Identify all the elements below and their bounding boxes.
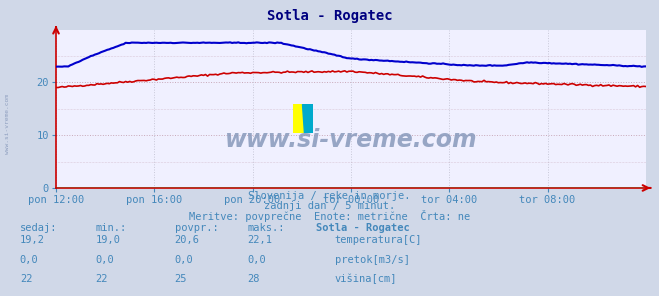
Text: višina[cm]: višina[cm]: [335, 274, 397, 284]
Text: Meritve: povprečne  Enote: metrične  Črta: ne: Meritve: povprečne Enote: metrične Črta:…: [189, 210, 470, 223]
Text: temperatura[C]: temperatura[C]: [335, 235, 422, 245]
Text: 0,0: 0,0: [247, 255, 266, 265]
Text: Sotla - Rogatec: Sotla - Rogatec: [267, 9, 392, 23]
Text: maks.:: maks.:: [247, 223, 285, 234]
Text: www.si-vreme.com: www.si-vreme.com: [5, 94, 11, 154]
Text: 22: 22: [96, 274, 108, 284]
Text: zadnji dan / 5 minut.: zadnji dan / 5 minut.: [264, 201, 395, 211]
Text: 0,0: 0,0: [96, 255, 114, 265]
Text: sedaj:: sedaj:: [20, 223, 57, 234]
Text: www.si-vreme.com: www.si-vreme.com: [225, 128, 477, 152]
Text: 22,1: 22,1: [247, 235, 272, 245]
Text: pretok[m3/s]: pretok[m3/s]: [335, 255, 410, 265]
Polygon shape: [302, 104, 313, 133]
Text: 20,6: 20,6: [175, 235, 200, 245]
Text: 19,2: 19,2: [20, 235, 45, 245]
Text: 19,0: 19,0: [96, 235, 121, 245]
Polygon shape: [293, 104, 304, 133]
Text: Sotla - Rogatec: Sotla - Rogatec: [316, 223, 410, 234]
Text: povpr.:: povpr.:: [175, 223, 218, 234]
Text: 0,0: 0,0: [20, 255, 38, 265]
Text: min.:: min.:: [96, 223, 127, 234]
Text: 22: 22: [20, 274, 32, 284]
Text: Slovenija / reke in morje.: Slovenija / reke in morje.: [248, 191, 411, 201]
Text: 25: 25: [175, 274, 187, 284]
Text: 0,0: 0,0: [175, 255, 193, 265]
Text: 28: 28: [247, 274, 260, 284]
